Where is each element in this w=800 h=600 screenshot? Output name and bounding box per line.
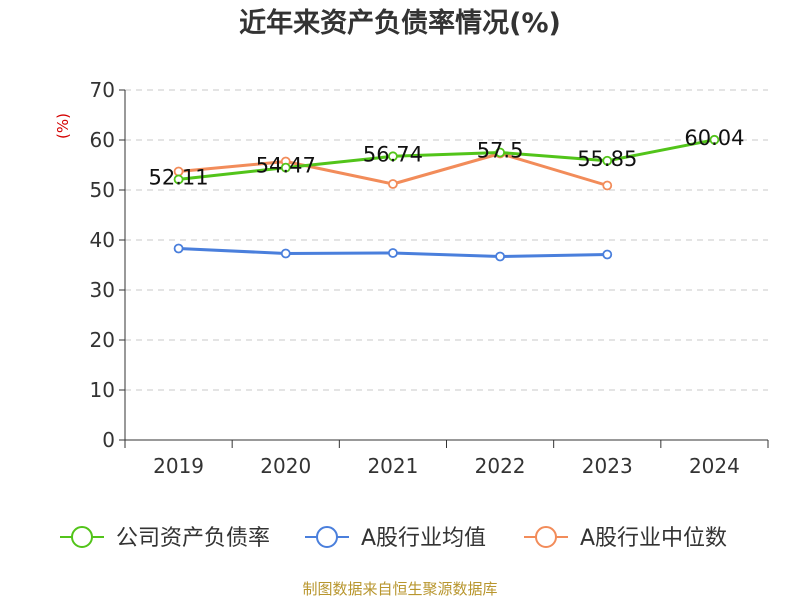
x-tick-label: 2019 <box>153 454 204 478</box>
y-tick-label: 30 <box>90 278 115 302</box>
legend-marker <box>316 526 338 548</box>
y-axis-label: (%) <box>54 113 72 139</box>
y-tick-label: 10 <box>90 378 115 402</box>
legend-label: 公司资产负债率 <box>116 526 270 551</box>
x-tick-label: 2022 <box>475 454 526 478</box>
legend-label: A股行业均值 <box>361 526 486 551</box>
data-point <box>280 162 291 173</box>
data-point <box>602 249 613 260</box>
series-group <box>173 134 720 262</box>
x-tick-label: 2023 <box>582 454 633 478</box>
legend: 公司资产负债率 A股行业均值 A股行业中位数 <box>60 526 727 551</box>
data-label: 55.85 <box>577 147 637 171</box>
legend-marker <box>535 526 557 548</box>
data-point <box>495 147 505 158</box>
data-point <box>280 248 291 259</box>
y-tick-label: 20 <box>90 328 115 352</box>
data-labels: 52.11 54.47 56.74 57.5 55.85 60.04 <box>149 126 745 190</box>
x-tick-labels: 2019 2020 2021 2022 2023 2024 <box>153 454 740 478</box>
series-line <box>177 138 716 181</box>
x-tick-label: 2024 <box>689 454 740 478</box>
data-label: 56.74 <box>363 142 423 166</box>
data-label: 52.11 <box>149 165 209 189</box>
data-point <box>495 251 505 262</box>
data-label: 54.47 <box>256 154 316 178</box>
axes <box>119 89 769 448</box>
data-point <box>602 155 613 166</box>
y-tick-labels: 0 10 20 30 40 50 60 70 <box>90 78 115 452</box>
data-point <box>602 180 613 191</box>
data-point <box>388 151 398 162</box>
y-tick-label: 0 <box>102 428 115 452</box>
x-tick-label: 2021 <box>367 454 418 478</box>
data-point <box>388 248 398 258</box>
source-note: 制图数据来自恒生聚源数据库 <box>302 580 497 598</box>
data-point <box>388 179 398 189</box>
legend-marker <box>71 526 93 548</box>
data-label: 60.04 <box>684 126 744 150</box>
data-point <box>173 174 184 185</box>
legend-label: A股行业中位数 <box>580 526 727 551</box>
gridlines <box>125 89 768 391</box>
chart-title: 近年来资产负债率情况(%) <box>239 7 561 39</box>
data-point <box>173 243 184 254</box>
y-tick-label: 60 <box>90 128 115 152</box>
x-tick-label: 2020 <box>260 454 311 478</box>
y-tick-label: 50 <box>90 178 115 202</box>
data-label: 57.5 <box>477 139 524 163</box>
data-point <box>709 134 720 145</box>
y-tick-label: 40 <box>90 228 115 252</box>
y-tick-label: 70 <box>90 78 115 102</box>
